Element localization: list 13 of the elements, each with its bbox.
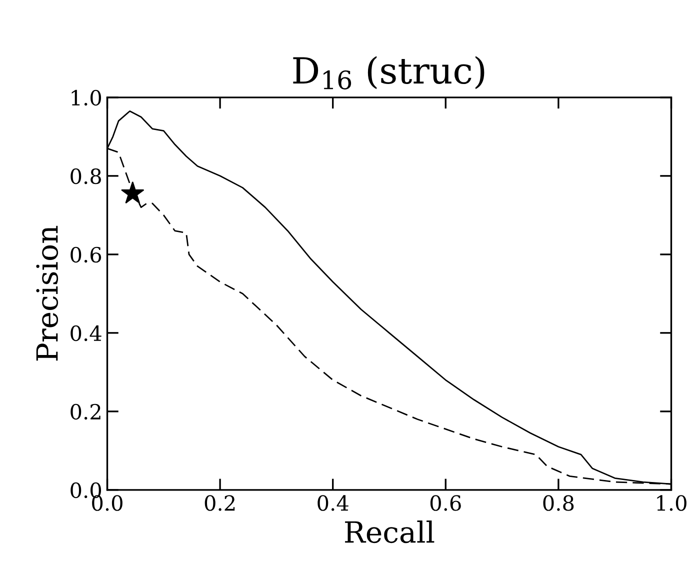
x-tick-label: 0.8 xyxy=(543,495,574,511)
x-tick-label: 0.2 xyxy=(204,495,235,511)
y-tick-label: 0.6 xyxy=(70,246,102,263)
y-tick-label: 1.0 xyxy=(72,90,102,106)
y-tick-label: 0.8 xyxy=(70,168,101,184)
y-tick-label: 0.4 xyxy=(70,325,102,342)
y-tick-label: 0.2 xyxy=(70,404,100,420)
x-tick-label: 0.6 xyxy=(430,495,461,511)
x-axis-title: Recall xyxy=(345,520,434,544)
x-tick-label: 1.0 xyxy=(657,495,686,511)
chart-title: D$_{16}$ (struc) xyxy=(293,56,484,90)
y-axis-title: Precision xyxy=(36,226,58,361)
x-tick-label: 0.4 xyxy=(318,495,348,511)
